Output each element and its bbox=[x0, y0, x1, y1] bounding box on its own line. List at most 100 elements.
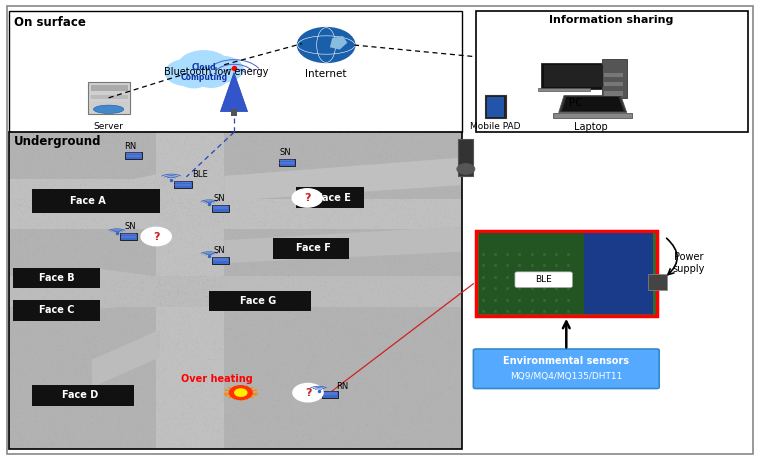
Point bbox=[140, 383, 152, 391]
Point bbox=[211, 174, 224, 181]
Point bbox=[119, 282, 131, 289]
Point bbox=[196, 367, 208, 374]
Point bbox=[381, 341, 393, 349]
Point bbox=[278, 405, 290, 412]
Point bbox=[171, 172, 183, 180]
Point bbox=[169, 162, 181, 169]
Point bbox=[63, 423, 75, 431]
Point bbox=[155, 316, 167, 323]
Point bbox=[293, 429, 305, 436]
Point bbox=[194, 273, 206, 280]
Point bbox=[426, 365, 438, 372]
Point bbox=[183, 413, 196, 420]
Point bbox=[284, 293, 296, 300]
Point bbox=[353, 408, 365, 416]
Point bbox=[418, 216, 431, 224]
Point bbox=[16, 135, 28, 142]
Point bbox=[27, 386, 39, 393]
Point bbox=[446, 275, 458, 282]
Point bbox=[193, 334, 205, 341]
Point bbox=[219, 301, 231, 308]
Point bbox=[437, 292, 449, 300]
Point bbox=[300, 403, 312, 411]
Point bbox=[171, 224, 183, 231]
Point bbox=[456, 256, 468, 264]
Point bbox=[312, 359, 324, 366]
Point bbox=[285, 254, 297, 261]
Point bbox=[409, 212, 421, 219]
Point bbox=[171, 207, 183, 214]
Point bbox=[161, 298, 173, 306]
Point bbox=[96, 263, 108, 271]
Point bbox=[117, 160, 129, 168]
Point bbox=[197, 134, 209, 142]
Point bbox=[78, 140, 90, 148]
Point bbox=[133, 191, 145, 198]
Point bbox=[192, 290, 204, 297]
Point bbox=[448, 175, 460, 182]
Point bbox=[276, 205, 288, 212]
Point bbox=[418, 182, 430, 189]
Point bbox=[69, 183, 81, 190]
Point bbox=[131, 225, 143, 232]
Point bbox=[117, 261, 129, 269]
Point bbox=[410, 246, 422, 254]
Point bbox=[121, 185, 133, 192]
Point bbox=[70, 143, 82, 150]
Point bbox=[25, 331, 37, 338]
Point bbox=[244, 316, 256, 324]
Point bbox=[352, 193, 364, 200]
Point bbox=[135, 282, 147, 289]
Point bbox=[143, 199, 155, 207]
Point bbox=[43, 288, 55, 296]
Point bbox=[402, 303, 415, 310]
Point bbox=[119, 424, 131, 432]
Point bbox=[49, 205, 61, 213]
Point bbox=[302, 260, 315, 267]
Point bbox=[33, 440, 45, 448]
Point bbox=[193, 168, 205, 176]
Point bbox=[221, 237, 233, 244]
Point bbox=[194, 170, 206, 177]
Point bbox=[82, 176, 94, 184]
Point bbox=[174, 208, 186, 216]
Point bbox=[255, 223, 267, 231]
Point bbox=[94, 164, 106, 172]
Point bbox=[362, 340, 374, 347]
Point bbox=[394, 372, 406, 380]
Point bbox=[21, 374, 33, 382]
Point bbox=[352, 217, 364, 225]
Point bbox=[340, 310, 352, 318]
Point bbox=[190, 432, 202, 440]
Point bbox=[164, 141, 177, 148]
Point bbox=[230, 236, 243, 243]
Point bbox=[402, 382, 414, 389]
Point bbox=[349, 167, 362, 174]
Point bbox=[195, 407, 207, 415]
Point bbox=[181, 413, 193, 421]
Point bbox=[46, 347, 58, 354]
Point bbox=[149, 170, 161, 177]
Point bbox=[168, 267, 180, 274]
Point bbox=[352, 393, 365, 401]
Point bbox=[62, 247, 74, 254]
Point bbox=[142, 201, 154, 208]
Point bbox=[80, 392, 92, 400]
Point bbox=[157, 420, 169, 428]
Point bbox=[143, 226, 155, 234]
Point bbox=[230, 180, 242, 188]
Point bbox=[245, 292, 257, 299]
Point bbox=[299, 210, 311, 217]
Point bbox=[421, 340, 433, 347]
Point bbox=[49, 201, 61, 208]
Point bbox=[388, 262, 400, 270]
Point bbox=[437, 198, 449, 206]
Point bbox=[178, 182, 190, 189]
Point bbox=[7, 419, 19, 426]
Point bbox=[229, 284, 241, 291]
Point bbox=[354, 200, 366, 207]
Point bbox=[354, 224, 366, 231]
Point bbox=[203, 235, 215, 243]
Point bbox=[346, 257, 359, 264]
Point bbox=[177, 185, 189, 192]
